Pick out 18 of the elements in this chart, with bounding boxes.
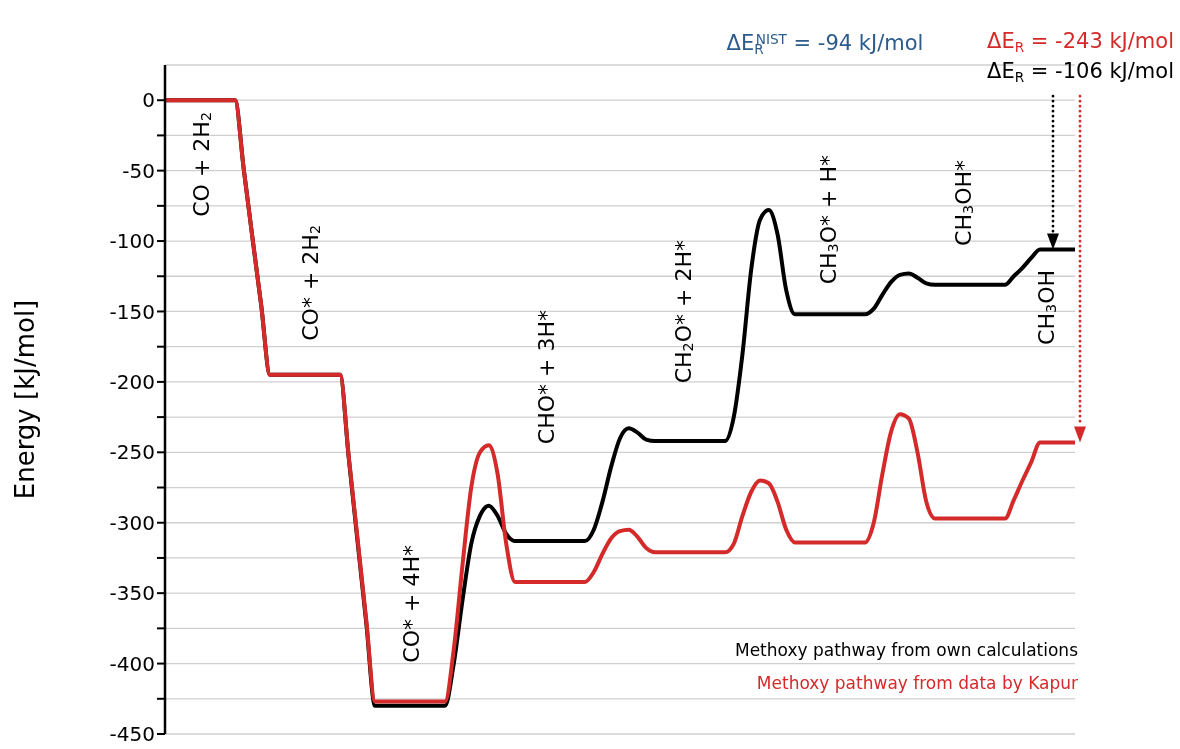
y-tick-label: -100 bbox=[109, 229, 155, 254]
text: Methoxy pathway from data by Kapur bbox=[756, 673, 1079, 693]
annotation: CHO* + 3H* bbox=[534, 310, 559, 445]
text: ΔE$_{R}$ = -243 kJ/mol bbox=[987, 29, 1174, 56]
y-tick-label: -300 bbox=[109, 510, 155, 535]
y-tick-label: -350 bbox=[109, 581, 155, 606]
y-tick-label: 0 bbox=[142, 88, 155, 113]
y-tick-label: -450 bbox=[109, 722, 155, 747]
y-axis-title: Energy [kJ/mol] bbox=[10, 299, 40, 500]
y-tick-label: -50 bbox=[122, 158, 155, 183]
text: ΔE$_{R}$$^{NIST}$ = -94 kJ/mol bbox=[726, 30, 924, 58]
y-tick-label: -150 bbox=[109, 299, 155, 324]
y-tick-label: -400 bbox=[109, 651, 155, 676]
y-tick-label: -250 bbox=[109, 440, 155, 465]
y-tick-label: -200 bbox=[109, 369, 155, 394]
annotation: CO* + 4H* bbox=[399, 545, 424, 663]
text: Methoxy pathway from own calculations bbox=[734, 640, 1079, 660]
annotation: ΔE$_{R}$ = -106 kJ/mol bbox=[987, 59, 1174, 86]
